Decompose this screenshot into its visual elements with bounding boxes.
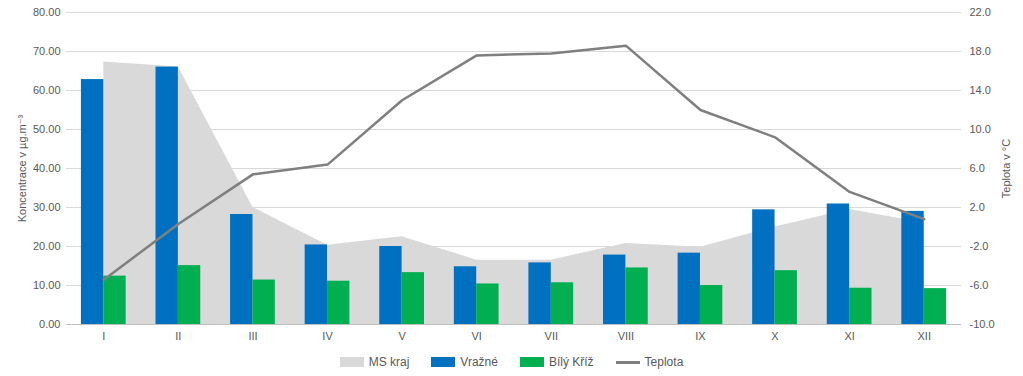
svg-text:40.00: 40.00 xyxy=(33,162,61,174)
svg-text:60.00: 60.00 xyxy=(33,84,61,96)
svg-text:XI: XI xyxy=(844,330,854,342)
html-text:Teplota: Teplota xyxy=(644,355,684,369)
svg-text:Koncentrace v µg.m⁻³: Koncentrace v µg.m⁻³ xyxy=(16,114,28,222)
html-text:Bílý Kříž: Bílý Kříž xyxy=(548,355,594,369)
svg-text:80.00: 80.00 xyxy=(33,6,61,18)
svg-text:III: III xyxy=(248,330,257,342)
svg-text:-2.0: -2.0 xyxy=(970,240,989,252)
svg-text:-6.0: -6.0 xyxy=(970,279,989,291)
svg-text:VII: VII xyxy=(545,330,558,342)
svg-text:10.0: 10.0 xyxy=(970,123,991,135)
html-text:Vražné: Vražné xyxy=(460,355,498,369)
svg-text:20.00: 20.00 xyxy=(33,240,61,252)
svg-text:30.00: 30.00 xyxy=(33,201,61,213)
svg-text:X: X xyxy=(771,330,779,342)
svg-text:-10.0: -10.0 xyxy=(970,318,995,330)
svg-text:2.0: 2.0 xyxy=(970,201,985,213)
svg-text:VI: VI xyxy=(472,330,482,342)
svg-text:18.0: 18.0 xyxy=(970,45,991,57)
svg-text:70.00: 70.00 xyxy=(33,45,61,57)
svg-text:XII: XII xyxy=(917,330,930,342)
html-text:MS kraj: MS kraj xyxy=(368,355,410,369)
svg-text:6.0: 6.0 xyxy=(970,162,985,174)
svg-text:II: II xyxy=(175,330,181,342)
svg-text:IV: IV xyxy=(322,330,333,342)
svg-text:Teplota v °C: Teplota v °C xyxy=(1000,139,1012,198)
svg-text:14.0: 14.0 xyxy=(970,84,991,96)
svg-text:I: I xyxy=(102,330,105,342)
svg-text:50.00: 50.00 xyxy=(33,123,61,135)
svg-text:V: V xyxy=(398,330,406,342)
svg-text:10.00: 10.00 xyxy=(33,279,61,291)
svg-text:IX: IX xyxy=(695,330,706,342)
svg-text:22.0: 22.0 xyxy=(970,6,991,18)
svg-text:0.00: 0.00 xyxy=(39,318,60,330)
svg-text:VIII: VIII xyxy=(618,330,635,342)
